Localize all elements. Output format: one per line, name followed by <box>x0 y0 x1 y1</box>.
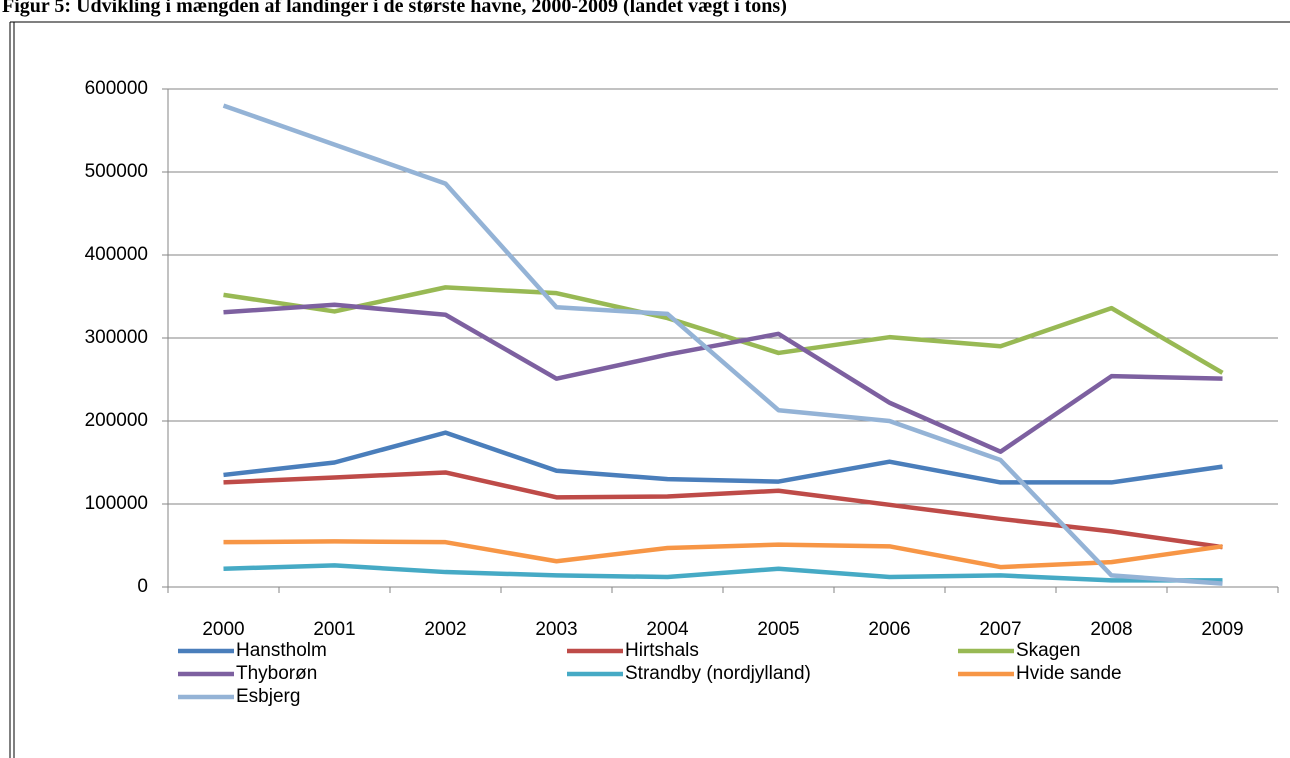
legend-label: Esbjerg <box>236 686 300 707</box>
y-tick-label: 100000 <box>85 493 148 514</box>
x-tick-label: 2008 <box>1090 619 1132 640</box>
series-line <box>223 430 1223 485</box>
x-tick-label: 2003 <box>535 619 577 640</box>
y-tick-label: 400000 <box>85 244 148 265</box>
x-tick-label: 2006 <box>868 619 910 640</box>
series-line <box>223 302 1223 454</box>
legend-label: Skagen <box>1016 640 1080 661</box>
y-tick-label: 0 <box>137 576 148 597</box>
y-tick-label: 300000 <box>85 327 148 348</box>
x-tick-label: 2002 <box>424 619 466 640</box>
chart-title: Figur 5: Udvikling i mængden af landinge… <box>2 0 787 17</box>
legend-label: Strandby (nordjylland) <box>625 663 811 684</box>
y-tick-label: 200000 <box>85 410 148 431</box>
series-line <box>223 285 1224 375</box>
x-tick-label: 2000 <box>202 619 244 640</box>
legend-label: Hanstholm <box>236 640 327 661</box>
x-tick-label: 2009 <box>1201 619 1243 640</box>
y-tick-label: 600000 <box>85 78 148 99</box>
x-tick-label: 2004 <box>646 619 689 640</box>
legend-label: Hvide sande <box>1016 663 1122 684</box>
legend-label: Hirtshals <box>625 640 699 661</box>
x-tick-label: 2005 <box>757 619 799 640</box>
series-line <box>223 563 1223 583</box>
series-line <box>222 103 1223 586</box>
series-line <box>223 470 1223 550</box>
y-tick-label: 500000 <box>85 161 148 182</box>
x-tick-label: 2007 <box>979 619 1021 640</box>
legend-label: Thyborøn <box>236 663 317 684</box>
x-tick-label: 2001 <box>313 619 355 640</box>
series-line <box>223 539 1223 570</box>
